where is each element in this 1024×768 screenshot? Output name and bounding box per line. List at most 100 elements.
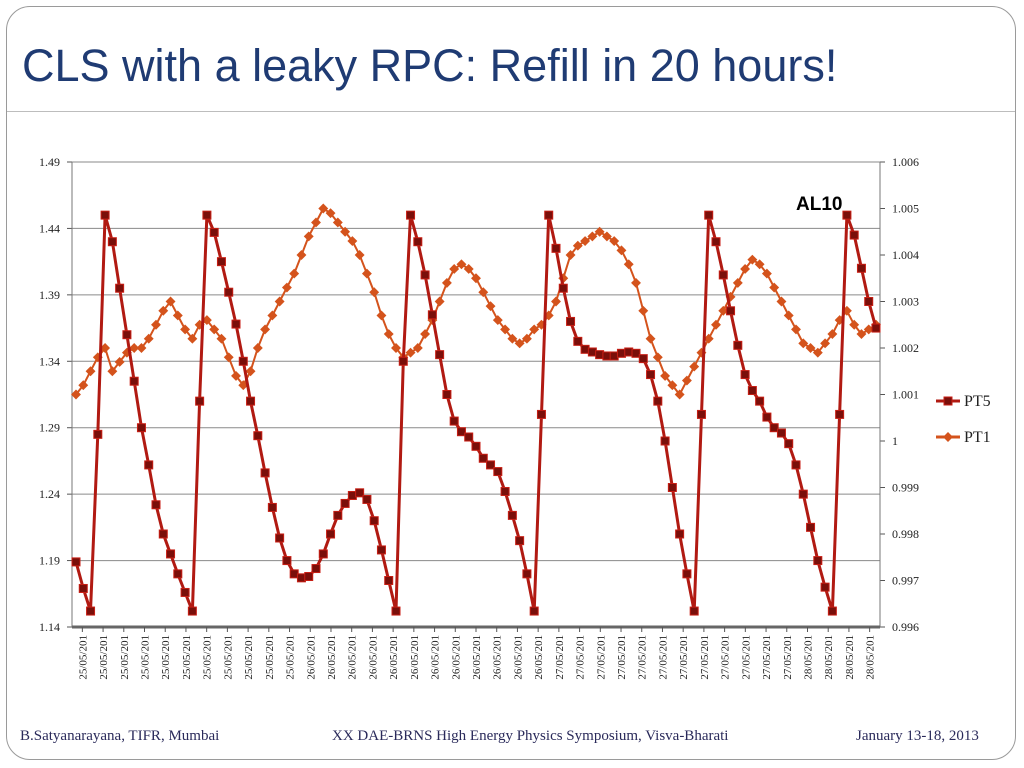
data-point-pt1 xyxy=(572,240,583,251)
data-point-pt5 xyxy=(224,287,234,297)
data-point-pt1 xyxy=(376,310,387,321)
data-point-pt5 xyxy=(500,486,510,496)
y-right-tick-label: 0.996 xyxy=(892,620,919,634)
data-point-pt5 xyxy=(107,237,117,247)
data-point-pt1 xyxy=(231,370,241,381)
data-point-pt5 xyxy=(333,510,343,520)
y-left-tick-label: 1.44 xyxy=(39,221,60,235)
chart-annotation: AL10 xyxy=(796,194,842,215)
data-point-pt5 xyxy=(776,428,786,438)
data-point-pt5 xyxy=(129,376,139,386)
y-left-tick-label: 1.24 xyxy=(39,487,60,501)
data-point-pt5 xyxy=(384,576,394,585)
data-point-pt5 xyxy=(718,270,728,280)
data-point-pt5 xyxy=(864,297,874,306)
x-tick-label: 26/05/201 xyxy=(326,635,338,680)
data-point-pt5 xyxy=(71,557,81,567)
x-tick-label: 26/05/201 xyxy=(492,635,504,680)
data-point-pt5 xyxy=(464,432,474,442)
data-point-pt1 xyxy=(580,236,591,246)
data-point-pt5 xyxy=(180,587,190,597)
x-tick-label: 25/05/201 xyxy=(243,635,255,680)
data-point-pt1 xyxy=(136,343,147,353)
data-point-pt5 xyxy=(733,340,743,350)
data-point-pt1 xyxy=(863,324,874,335)
data-point-pt1 xyxy=(245,366,256,377)
data-point-pt1 xyxy=(747,254,758,265)
x-tick-label: 28/05/201 xyxy=(802,635,814,680)
data-point-pt5 xyxy=(573,336,583,346)
series-line-pt1 xyxy=(75,207,877,397)
data-point-pt5 xyxy=(253,431,263,441)
chart-axes: 1.49 1.44 1.39 1.34 1.29 1.24 1.19 1.14 1.006 1.0… xyxy=(39,155,919,680)
data-point-pt5 xyxy=(456,427,466,437)
x-tick-label: 25/05/201 xyxy=(285,635,297,680)
data-point-pt1 xyxy=(521,333,532,344)
data-point-pt1 xyxy=(325,208,336,219)
data-point-pt1 xyxy=(529,324,540,335)
data-point-pt1 xyxy=(507,333,518,344)
data-point-pt1 xyxy=(740,264,751,274)
x-tick-label: 27/05/201 xyxy=(595,635,607,680)
x-tick-label: 27/05/201 xyxy=(699,635,711,680)
data-point-pt1 xyxy=(187,333,198,344)
data-point-pt1 xyxy=(638,305,649,316)
x-tick-label: 27/05/201 xyxy=(678,635,690,680)
data-point-pt1 xyxy=(85,366,96,377)
data-point-pt1 xyxy=(274,296,285,307)
data-point-pt5 xyxy=(806,522,816,532)
data-point-pt1 xyxy=(296,250,307,260)
data-point-pt5 xyxy=(704,210,714,220)
data-point-pt1 xyxy=(514,338,525,349)
data-point-pt1 xyxy=(652,352,663,363)
data-point-pt5 xyxy=(871,323,881,333)
data-point-pt1 xyxy=(180,324,191,335)
data-point-pt5 xyxy=(486,460,496,470)
data-point-pt1 xyxy=(791,324,801,335)
data-point-pt5 xyxy=(173,569,183,579)
data-point-pt5 xyxy=(78,583,88,593)
legend-label-pt1: PT1 xyxy=(964,429,991,446)
series-pt5 xyxy=(71,210,881,616)
data-point-pt5 xyxy=(835,409,845,419)
data-point-pt5 xyxy=(420,270,430,280)
data-point-pt1 xyxy=(369,287,380,298)
y-right-tick-label: 1.001 xyxy=(892,388,919,402)
data-point-pt1 xyxy=(761,268,772,279)
data-point-pt5 xyxy=(536,409,546,419)
data-point-pt1 xyxy=(609,236,620,246)
data-point-pt5 xyxy=(529,606,539,616)
data-point-pt5 xyxy=(340,498,350,508)
data-point-pt1 xyxy=(252,343,263,353)
data-point-pt5 xyxy=(209,227,219,237)
data-point-pt5 xyxy=(471,441,481,451)
data-point-pt5 xyxy=(711,237,721,247)
x-tick-label: 25/05/201 xyxy=(140,635,152,680)
x-tick-label: 26/05/201 xyxy=(409,635,421,680)
data-point-pt5 xyxy=(195,396,205,406)
data-point-pt5 xyxy=(100,210,110,220)
data-point-pt1 xyxy=(565,250,576,260)
data-point-pt1 xyxy=(485,301,496,312)
data-point-pt1 xyxy=(311,217,321,228)
data-point-pt5 xyxy=(136,423,146,433)
data-point-pt1 xyxy=(856,329,867,339)
data-point-pt1 xyxy=(332,217,343,228)
data-point-pt5 xyxy=(762,412,772,422)
data-point-pt1 xyxy=(594,226,605,237)
data-point-pt1 xyxy=(645,333,656,344)
x-tick-label: 25/05/201 xyxy=(222,635,234,680)
data-point-pt5 xyxy=(166,549,176,559)
data-point-pt5 xyxy=(86,606,96,616)
data-point-pt1 xyxy=(732,277,743,288)
y-left-tick-label: 1.29 xyxy=(39,421,60,435)
data-point-pt1 xyxy=(412,343,423,353)
data-point-pt1 xyxy=(151,319,161,330)
data-point-pt5 xyxy=(413,237,423,247)
data-point-pt5 xyxy=(784,439,794,449)
data-point-pt5 xyxy=(558,283,568,293)
x-tick-label: 27/05/201 xyxy=(740,635,752,680)
legend-label-pt5: PT5 xyxy=(964,393,991,410)
data-point-pt5 xyxy=(355,488,365,498)
x-tick-label: 27/05/201 xyxy=(616,635,628,680)
